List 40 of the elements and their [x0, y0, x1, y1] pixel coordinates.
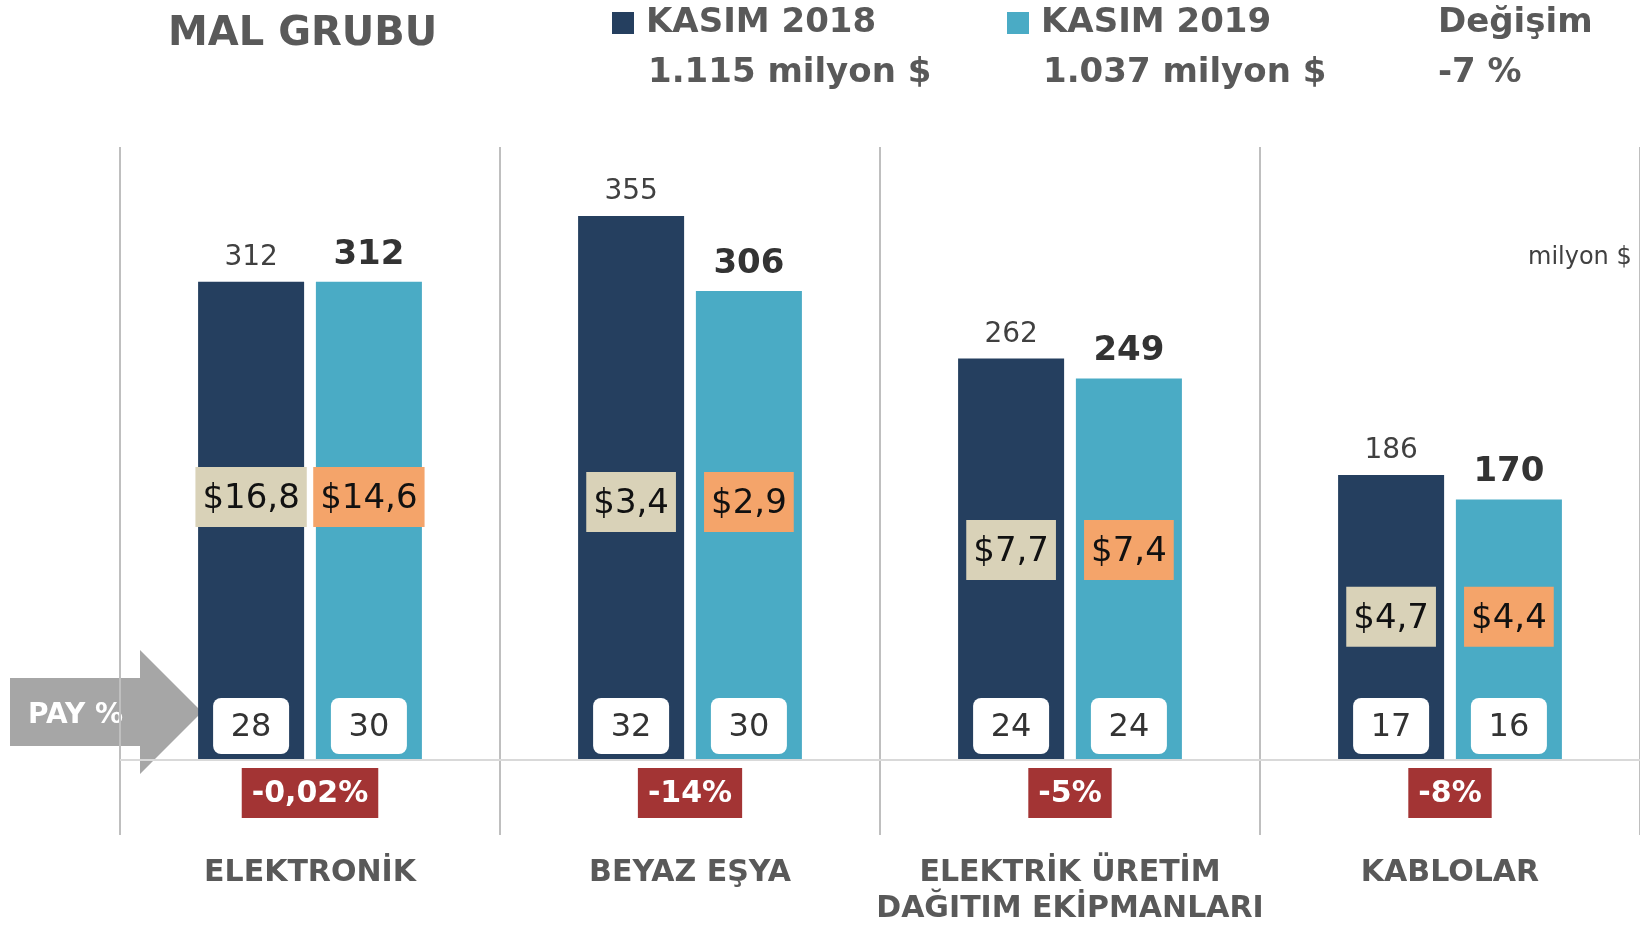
- data-label: 306: [713, 240, 785, 281]
- annotation: 24: [990, 706, 1032, 745]
- x-tick-label: ELEKTRİK ÜRETİM DAĞITIM EKİPMANLARI: [876, 851, 1264, 924]
- legend-label: KASIM 2019: [1041, 0, 1272, 40]
- text: -14%: [647, 773, 733, 809]
- annotation: $4,7: [1353, 595, 1429, 636]
- annotation: $16,8: [202, 475, 300, 516]
- annotation: $7,4: [1091, 528, 1167, 569]
- x-tick-label: KABLOLAR: [1360, 852, 1540, 888]
- text: Değişim: [1438, 0, 1593, 40]
- annotation: 32: [610, 706, 652, 745]
- annotation: 30: [728, 706, 770, 745]
- x-tick-label: ELEKTRONİK: [204, 852, 418, 888]
- x-tick-label: BEYAZ EŞYA: [589, 852, 792, 888]
- data-label: 262: [984, 315, 1038, 349]
- annotation: $4,4: [1471, 595, 1547, 636]
- text: 1.037 milyon $: [1043, 50, 1327, 90]
- data-label: 355: [604, 173, 658, 207]
- annotation: 30: [348, 706, 390, 745]
- annotation: $7,7: [973, 528, 1049, 569]
- annotation: $2,9: [711, 480, 787, 521]
- text: -0,02%: [251, 773, 369, 809]
- text: -7 %: [1438, 50, 1522, 90]
- text: 1.115 milyon $: [648, 50, 932, 90]
- annotation: $14,6: [320, 475, 418, 516]
- annotation: 16: [1488, 706, 1530, 745]
- legend-label: KASIM 2018: [646, 0, 877, 40]
- annotation: 24: [1108, 706, 1150, 745]
- annotation: 17: [1370, 706, 1412, 745]
- chart-title: MAL GRUBU: [168, 8, 438, 54]
- data-label: 170: [1473, 449, 1545, 490]
- data-label: 312: [224, 239, 278, 273]
- data-label: 249: [1093, 328, 1165, 369]
- data-label: 312: [333, 231, 405, 272]
- text: -5%: [1038, 773, 1102, 809]
- data-label: 186: [1364, 432, 1418, 466]
- annotation: $3,4: [593, 480, 669, 521]
- annotation: milyon $: [1528, 242, 1632, 270]
- annotation: 28: [230, 706, 272, 745]
- text: -8%: [1418, 773, 1482, 809]
